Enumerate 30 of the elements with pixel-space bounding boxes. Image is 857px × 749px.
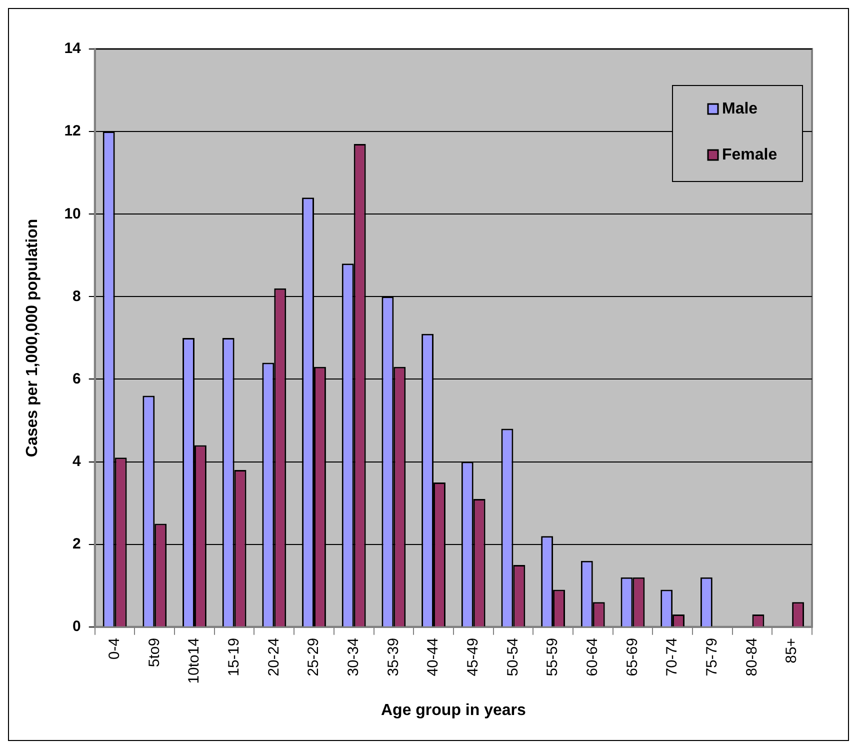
legend-label: Male xyxy=(722,100,758,118)
x-tick-label: 30-34 xyxy=(344,638,362,676)
x-tick-label: 0-4 xyxy=(106,638,123,660)
x-tick-label: 10to14 xyxy=(186,638,203,684)
x-tick-label: 45-49 xyxy=(464,638,482,676)
x-tick-label: 25-29 xyxy=(305,638,322,676)
x-tick-label: 5to9 xyxy=(146,638,163,668)
y-tick-label: 2 xyxy=(72,536,81,552)
x-tick-label: 55-59 xyxy=(544,638,562,676)
x-tick-label: 40-44 xyxy=(424,638,442,676)
x-tick-label: 60-64 xyxy=(584,638,602,676)
y-axis-title: Cases per 1,000,000 population xyxy=(24,218,42,458)
x-tick-label: 35-39 xyxy=(384,638,402,676)
y-tick-label: 4 xyxy=(72,452,82,470)
y-tick-label: 12 xyxy=(64,122,81,140)
x-tick-label: 20-24 xyxy=(265,638,282,676)
x-tick-label: 65-69 xyxy=(624,638,641,676)
x-tick-label: 75-79 xyxy=(704,638,721,676)
x-tick-label: 50-54 xyxy=(504,638,522,676)
y-tick-label: 6 xyxy=(72,370,81,388)
y-tick-label: 14 xyxy=(64,40,82,58)
x-tick-label: 15-19 xyxy=(225,638,242,676)
x-tick-label: 85+ xyxy=(783,638,800,664)
y-tick-label: 10 xyxy=(64,205,81,222)
y-tick-label: 8 xyxy=(72,288,81,305)
x-tick-label: 70-74 xyxy=(664,638,681,676)
y-tick-label: 0 xyxy=(72,618,81,636)
x-tick-label: 80-84 xyxy=(743,638,760,676)
x-axis-title: Age group in years xyxy=(380,702,526,719)
legend-label: Female xyxy=(722,146,778,164)
